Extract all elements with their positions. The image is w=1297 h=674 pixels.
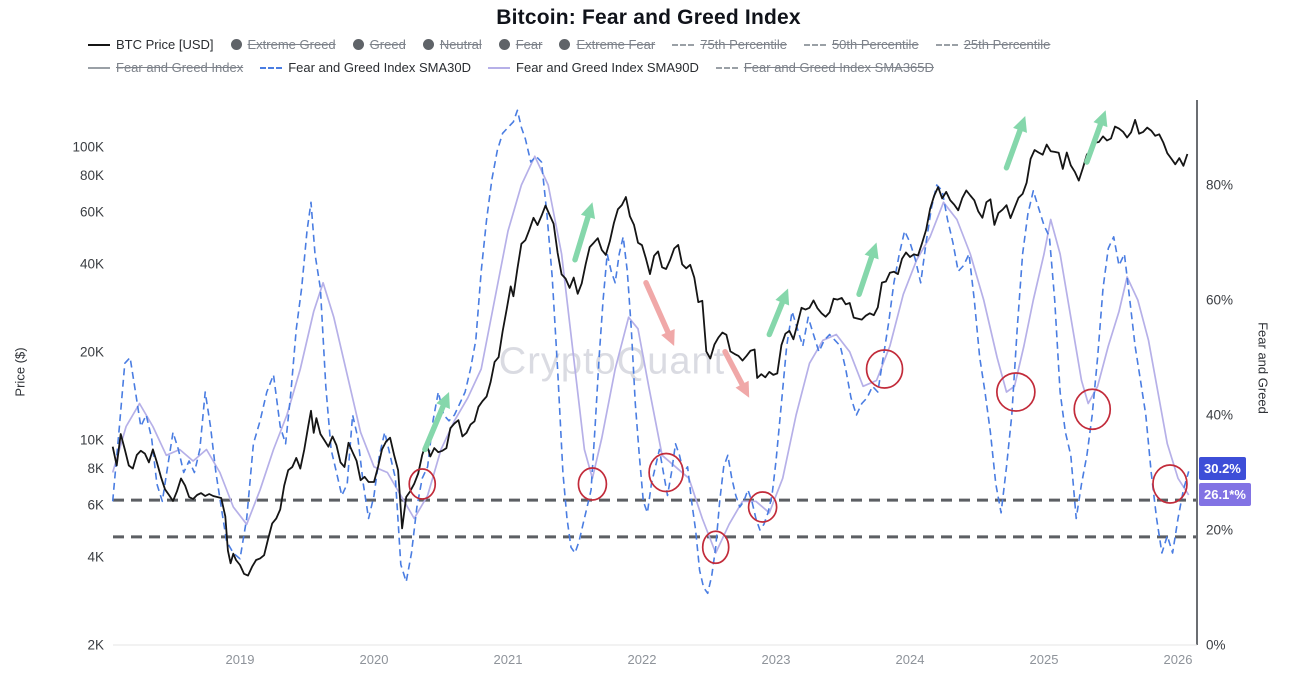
down-trend-arrow — [722, 349, 747, 391]
fg-tick-label: 0% — [1206, 638, 1226, 653]
up-trend-arrow-head — [1013, 116, 1027, 133]
year-tick-label: 2019 — [226, 652, 255, 667]
legend-item-greed[interactable]: Greed — [352, 37, 406, 52]
year-tick-label: 2022 — [628, 652, 657, 667]
price-tick-label: 10K — [80, 433, 104, 448]
bottom-marker-circle — [865, 349, 904, 389]
line-swatch-icon — [803, 43, 826, 46]
legend-row-2: Fear and Greed Index Fear and Greed Index… — [88, 60, 1050, 75]
btc-price-line — [111, 119, 1189, 577]
legend-item-50th-percentile[interactable]: 50th Percentile — [803, 37, 919, 52]
price-tick-label: 60K — [80, 205, 104, 220]
year-tick-label: 2026 — [1164, 652, 1193, 667]
fg-tick-label: 60% — [1206, 293, 1233, 308]
bottom-marker-circle — [1152, 464, 1188, 504]
legend-label: 75th Percentile — [700, 37, 787, 52]
legend-item-fear[interactable]: Fear — [498, 37, 543, 52]
line-swatch-icon — [488, 66, 511, 69]
legend-label: Greed — [369, 37, 406, 52]
legend-label: BTC Price [USD] — [116, 37, 214, 52]
year-tick-label: 2024 — [896, 652, 925, 667]
legend-item-neutral[interactable]: Neutral — [422, 37, 482, 52]
dot-swatch-icon — [352, 39, 364, 50]
legend: BTC Price [USD] Extreme Greed Greed Neutral… — [88, 37, 1050, 83]
legend-item-extreme-greed[interactable]: Extreme Greed — [230, 37, 336, 52]
fg-tick-label: 20% — [1206, 523, 1233, 538]
fg-tick-label: 40% — [1206, 408, 1233, 423]
legend-item-fear-and-greed-index-sma30d[interactable]: Fear and Greed Index SMA30D — [260, 60, 471, 75]
price-tick-label: 80K — [80, 168, 104, 183]
line-swatch-icon — [260, 66, 283, 69]
legend-label: Fear and Greed Index SMA365D — [743, 60, 934, 75]
price-tick-label: 8K — [87, 461, 104, 476]
legend-label: 25th Percentile — [963, 37, 1051, 52]
up-trend-arrow — [856, 250, 876, 297]
price-tick-label: 100K — [72, 140, 104, 155]
price-tick-label: 4K — [87, 549, 104, 564]
legend-label: Fear and Greed Index SMA90D — [516, 60, 699, 75]
up-trend-arrow-head — [775, 288, 790, 306]
plot-area[interactable] — [113, 100, 1197, 645]
up-trend-arrow-head — [864, 242, 879, 260]
legend-label: Extreme Greed — [247, 37, 336, 52]
price-tick-label: 20K — [80, 345, 104, 360]
legend-label: Fear — [515, 37, 543, 52]
legend-item-25th-percentile[interactable]: 25th Percentile — [935, 37, 1051, 52]
up-trend-arrow — [1003, 123, 1025, 171]
bottom-marker-circle — [747, 491, 778, 523]
line-swatch-icon — [88, 43, 110, 46]
dot-swatch-icon — [498, 39, 510, 50]
year-tick-label: 2020 — [360, 652, 389, 667]
legend-label: Fear and Greed Index SMA30D — [288, 60, 472, 75]
up-trend-arrow-head — [436, 392, 450, 409]
year-tick-label: 2025 — [1030, 652, 1059, 667]
up-trend-arrow — [572, 210, 592, 263]
legend-label: 50th Percentile — [831, 37, 919, 52]
price-tick-label: 6K — [87, 498, 104, 513]
line-swatch-icon — [88, 66, 110, 69]
legend-row-1: BTC Price [USD] Extreme Greed Greed Neutral… — [88, 37, 1050, 52]
legend-item-75th-percentile[interactable]: 75th Percentile — [672, 37, 787, 52]
line-swatch-icon — [715, 66, 738, 69]
fg-sma90d-line — [111, 155, 1190, 554]
down-trend-arrow-head — [661, 329, 675, 346]
price-tick-label: 2K — [87, 638, 104, 653]
bottom-marker-circle — [577, 467, 608, 501]
legend-item-fear-and-greed-index-sma90d[interactable]: Fear and Greed Index SMA90D — [488, 60, 699, 75]
line-swatch-icon — [935, 43, 958, 46]
bottom-marker-circle — [408, 468, 437, 500]
sma30-current-value-badge: 30.2% — [1199, 457, 1246, 480]
legend-label: Extreme Fear — [576, 37, 656, 52]
up-trend-arrow — [1084, 117, 1105, 165]
down-trend-arrow-head — [735, 380, 750, 398]
price-tick-label: 40K — [80, 256, 104, 271]
sma90-current-value-badge: 26.1*% — [1199, 483, 1251, 506]
up-trend-arrow — [766, 295, 787, 338]
dot-swatch-icon — [230, 39, 242, 50]
legend-item-fear-and-greed-index-sma365d[interactable]: Fear and Greed Index SMA365D — [715, 60, 934, 75]
up-trend-arrow — [422, 399, 448, 453]
down-trend-arrow — [643, 280, 673, 339]
dot-swatch-icon — [422, 39, 434, 50]
legend-item-fear-and-greed-index[interactable]: Fear and Greed Index — [88, 60, 243, 75]
legend-label: Fear and Greed Index — [116, 60, 244, 75]
legend-label: Neutral — [439, 37, 482, 52]
bottom-marker-circle — [1073, 388, 1112, 431]
up-trend-arrow-head — [1093, 110, 1108, 128]
dot-swatch-icon — [559, 39, 571, 50]
legend-item-btc-price-usd[interactable]: BTC Price [USD] — [88, 37, 214, 52]
up-trend-arrow-head — [580, 202, 596, 220]
year-tick-label: 2023 — [762, 652, 791, 667]
fg-sma30d-line — [111, 109, 1190, 595]
bottom-marker-circle — [996, 372, 1036, 412]
line-swatch-icon — [672, 43, 695, 46]
bottom-marker-circle — [701, 530, 730, 565]
year-tick-label: 2021 — [494, 652, 523, 667]
chart-title: Bitcoin: Fear and Greed Index — [496, 6, 801, 29]
bottom-marker-circle — [648, 452, 684, 493]
fg-tick-label: 80% — [1206, 178, 1233, 193]
legend-item-extreme-fear[interactable]: Extreme Fear — [559, 37, 655, 52]
